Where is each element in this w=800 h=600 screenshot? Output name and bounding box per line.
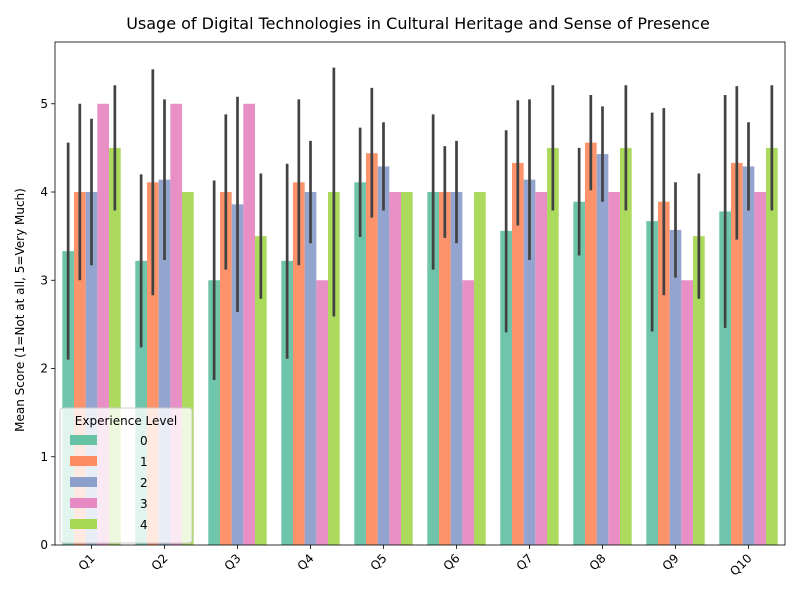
bar <box>109 147 121 545</box>
x-axis: Q1 Q2 Q3 Q4 Q5 Q6 Q7 Q8 Q9 Q10 <box>76 545 755 579</box>
bar <box>535 192 548 545</box>
legend-label: 4 <box>140 518 148 532</box>
chart-title: Usage of Digital Technologies in Cultura… <box>126 14 710 33</box>
bar <box>389 192 402 545</box>
bar <box>596 154 609 545</box>
bar <box>730 162 743 545</box>
legend-label: 1 <box>140 455 148 469</box>
bar <box>719 211 731 545</box>
legend-swatch <box>70 498 97 508</box>
legend-swatch <box>70 456 97 466</box>
bar <box>170 103 183 546</box>
x-tick-label: Q10 <box>727 551 754 578</box>
bar <box>146 182 159 545</box>
bar <box>158 179 171 545</box>
bar <box>243 103 256 546</box>
x-tick-label: Q9 <box>660 551 682 573</box>
bar <box>754 192 767 545</box>
bar <box>657 201 670 545</box>
bar <box>135 260 147 545</box>
y-tick-label: 0 <box>40 538 48 552</box>
x-tick-label: Q7 <box>514 551 536 573</box>
y-tick-label: 4 <box>40 185 48 199</box>
bar <box>231 204 244 545</box>
y-axis-label: Mean Score (1=Not at all, 5=Very Much) <box>13 188 27 432</box>
bar <box>584 142 597 545</box>
y-axis: 0 1 2 3 4 5 <box>40 97 55 552</box>
legend: Experience Level 0 1 2 3 4 <box>59 407 193 544</box>
plot-area <box>54 41 786 546</box>
bar <box>281 260 293 545</box>
x-tick-label: Q3 <box>222 551 244 573</box>
y-tick-label: 5 <box>40 97 48 111</box>
legend-swatch <box>70 519 97 529</box>
x-tick-label: Q1 <box>76 551 98 573</box>
bar <box>646 221 658 545</box>
x-tick-label: Q6 <box>441 551 463 573</box>
legend-title: Experience Level <box>75 414 177 428</box>
bar <box>681 280 694 545</box>
x-tick-label: Q5 <box>368 551 390 573</box>
x-tick-label: Q8 <box>587 551 609 573</box>
x-tick-label: Q2 <box>149 551 171 573</box>
bar <box>365 153 378 545</box>
bar <box>608 192 621 545</box>
legend-label: 3 <box>140 497 148 511</box>
legend-label: 0 <box>140 434 148 448</box>
bar <box>182 192 194 545</box>
bar <box>620 147 632 545</box>
bar <box>73 192 86 545</box>
bar <box>208 280 220 545</box>
bar <box>523 179 536 545</box>
bar <box>450 192 463 545</box>
bar <box>401 192 413 545</box>
legend-swatch <box>70 435 97 445</box>
bar <box>62 251 74 545</box>
bar <box>766 147 778 545</box>
bar <box>500 230 512 545</box>
y-tick-label: 2 <box>40 362 48 376</box>
bar <box>511 162 524 545</box>
bar <box>427 192 439 545</box>
bar <box>438 192 451 545</box>
y-tick-label: 1 <box>40 450 48 464</box>
bar <box>328 192 340 545</box>
legend-swatch <box>70 477 97 487</box>
bar <box>316 280 329 545</box>
legend-label: 2 <box>140 476 148 490</box>
bar <box>97 103 110 546</box>
bar <box>219 192 232 545</box>
bar <box>573 201 585 545</box>
bar <box>547 147 559 545</box>
bar <box>693 236 705 545</box>
bar <box>474 192 486 545</box>
y-tick-label: 3 <box>40 273 48 287</box>
bar <box>255 236 267 545</box>
bar <box>462 280 475 545</box>
bar <box>304 192 317 545</box>
bar <box>377 166 390 545</box>
bar <box>742 166 755 545</box>
bar <box>354 182 366 545</box>
bar <box>85 192 98 545</box>
bar <box>669 229 682 545</box>
plot-frame <box>54 41 786 546</box>
x-tick-label: Q4 <box>295 551 317 573</box>
bar <box>292 182 305 545</box>
